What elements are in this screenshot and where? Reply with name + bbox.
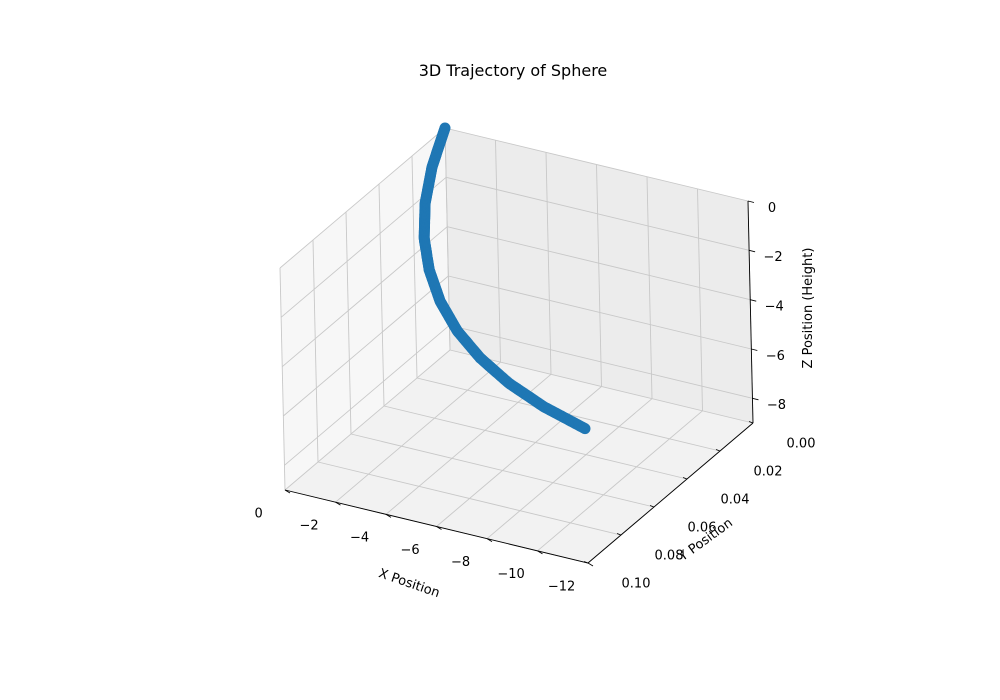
x-tick-mark bbox=[715, 449, 721, 452]
z-tick-mark bbox=[752, 397, 759, 401]
x-tick-mark bbox=[649, 505, 655, 508]
grid-z-right bbox=[446, 176, 750, 251]
z-tick-label: −2 bbox=[764, 250, 783, 265]
tick-labels: 0.00 0.02 0.04 0.06 0.08 0.10 0 −2 −4 −6 −8 −10 −12 0… bbox=[254, 201, 815, 595]
grid-y-floor bbox=[486, 398, 653, 540]
grid-y-floor bbox=[436, 386, 602, 527]
grid-y-wall bbox=[697, 188, 703, 411]
y-tick-label: −10 bbox=[497, 567, 524, 582]
y-tick-mark bbox=[537, 550, 543, 555]
y-tick-label: −12 bbox=[548, 579, 575, 594]
y-tick-label: −8 bbox=[451, 555, 470, 570]
y-tick-mark bbox=[486, 538, 493, 543]
grid-z-left bbox=[283, 275, 449, 417]
z-tick-mark bbox=[750, 299, 757, 302]
grid-z-right bbox=[449, 324, 753, 399]
chart-title: 3D Trajectory of Sphere bbox=[419, 61, 608, 80]
z-tick-mark bbox=[751, 348, 758, 351]
z-tick-label: −6 bbox=[766, 349, 785, 364]
grid-z-right bbox=[447, 226, 751, 301]
grid-y-floor bbox=[284, 349, 451, 491]
x-tick-mark bbox=[682, 477, 688, 480]
y-tick-mark bbox=[436, 526, 442, 530]
x-tick-label: 0.00 bbox=[787, 437, 816, 452]
left-wall-pane bbox=[280, 128, 450, 490]
grid-z-left bbox=[279, 127, 446, 269]
y-tick-label: 0 bbox=[254, 506, 262, 521]
x-tick-mark bbox=[583, 561, 589, 564]
grid-x-wall bbox=[378, 183, 385, 407]
grid-z-left bbox=[280, 176, 447, 318]
x-tick-mark bbox=[616, 533, 622, 536]
data-point bbox=[579, 423, 591, 435]
z-tick-label: −4 bbox=[765, 299, 784, 314]
x-tick-label: 0.08 bbox=[655, 549, 684, 564]
grid-z-right bbox=[448, 275, 752, 350]
x-tick-label: 0.04 bbox=[721, 493, 750, 508]
x-tick-label: 0.02 bbox=[754, 465, 783, 480]
axis-lines bbox=[284, 200, 759, 567]
grid-x-wall bbox=[345, 211, 352, 435]
grid-y-wall bbox=[646, 176, 653, 399]
grid-x-wall bbox=[411, 155, 418, 379]
z-tick-mark bbox=[749, 249, 756, 253]
grid-y-floor bbox=[335, 361, 501, 503]
axis-panes bbox=[280, 128, 753, 563]
x-tick-label: 0.10 bbox=[622, 577, 651, 592]
y-tick-label: −6 bbox=[401, 543, 420, 558]
y-tick-label: −2 bbox=[300, 519, 319, 534]
z-tick-label: 0 bbox=[768, 201, 776, 216]
grid-y-wall bbox=[596, 164, 602, 387]
y-tick-mark bbox=[385, 513, 392, 518]
grid-x-wall bbox=[279, 267, 286, 491]
x-tick-mark bbox=[748, 421, 754, 424]
grid-y-wall bbox=[545, 152, 552, 375]
y-tick-mark bbox=[587, 562, 594, 567]
x-axis-label: X Position bbox=[377, 566, 442, 601]
grid-x-wall bbox=[312, 239, 319, 463]
y-tick-label: −4 bbox=[350, 531, 369, 546]
grid-z-right bbox=[444, 127, 749, 202]
grid-z-left bbox=[284, 324, 450, 466]
data-points bbox=[418, 122, 591, 435]
y-tick-mark bbox=[284, 489, 291, 494]
z-axis-label: Z Position (Height) bbox=[801, 248, 816, 369]
x-axis-line bbox=[587, 422, 754, 564]
y-tick-mark bbox=[335, 501, 341, 506]
grid-y-floor bbox=[537, 410, 703, 552]
z-tick-mark bbox=[747, 200, 755, 203]
z-tick-label: −8 bbox=[767, 398, 786, 413]
grid-z-left bbox=[281, 226, 448, 368]
z-axis-line bbox=[747, 200, 754, 424]
grid-y-wall bbox=[495, 140, 501, 363]
x-tick-label: 0.06 bbox=[688, 521, 717, 536]
